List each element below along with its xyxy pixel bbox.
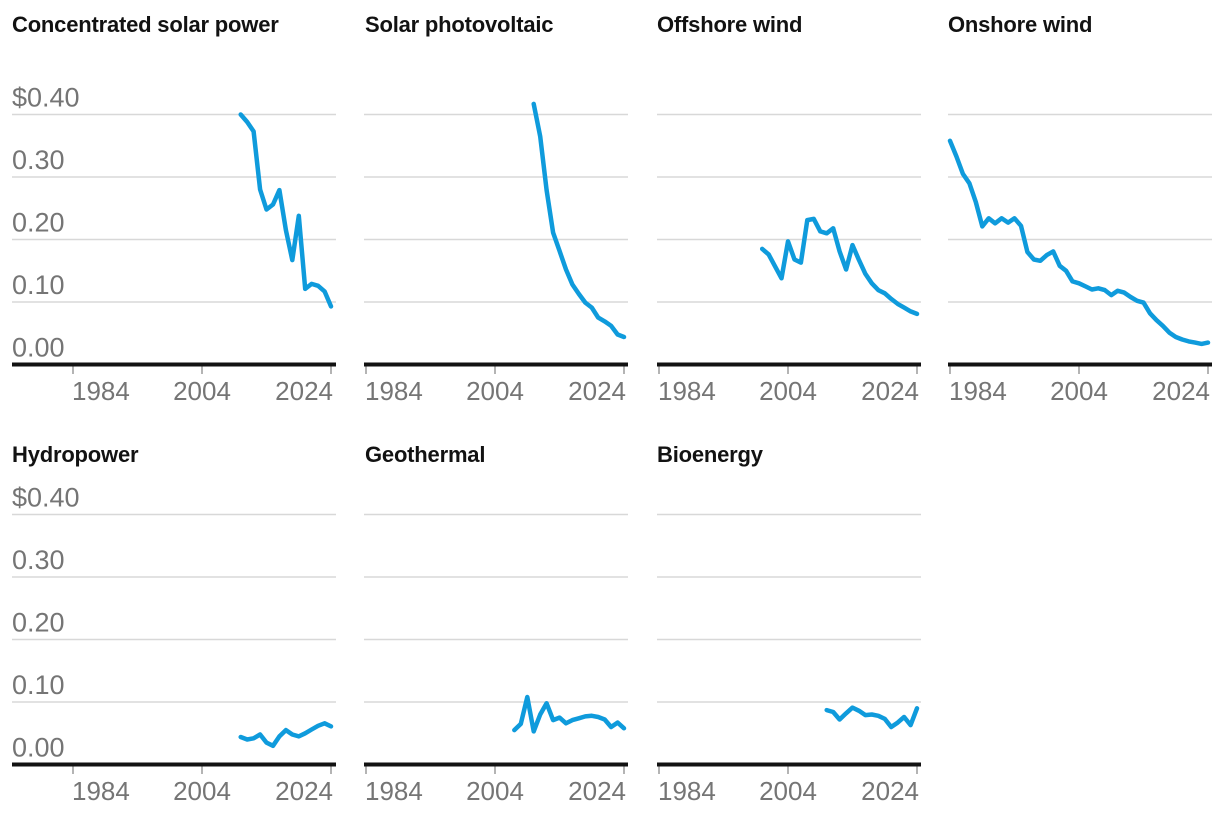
data-line — [512, 694, 627, 734]
chart-title: Geothermal — [365, 442, 486, 467]
chart-title: Hydropower — [12, 442, 139, 467]
data-line — [947, 138, 1211, 347]
x-axis-label: 2024 — [275, 776, 333, 806]
y-axis-label: 0.10 — [12, 270, 65, 300]
y-axis-label: $0.40 — [12, 483, 80, 513]
data-line — [824, 705, 920, 730]
x-axis-label: 1984 — [658, 776, 716, 806]
x-axis-label: 1984 — [949, 376, 1007, 406]
chart-panel-onshore-wind: Onshore wind 1984 2004 2024 — [947, 0, 1212, 412]
chart-title: Bioenergy — [657, 442, 763, 467]
y-axis-label: 0.20 — [12, 608, 65, 638]
chart-panel-hydropower: Hydropower $0.40 0.30 0.20 0.10 0.00 1984 2004… — [12, 400, 336, 822]
line-chart-onshore-wind: 1984 2004 2024 — [947, 113, 1212, 406]
x-axis-label: 2024 — [1152, 376, 1210, 406]
y-axis-label: 0.30 — [12, 145, 65, 175]
y-axis-label: 0.00 — [12, 733, 65, 763]
x-axis-label: 2004 — [1050, 376, 1108, 406]
chart-panel-offshore-wind: Offshore wind 1984 2004 2024 — [657, 0, 921, 412]
x-axis-label: 2024 — [861, 376, 919, 406]
chart-title: Onshore wind — [948, 12, 1093, 37]
x-axis-label: 1984 — [658, 376, 716, 406]
line-chart-solar-photovoltaic: 1984 2004 2024 — [364, 101, 628, 406]
chart-title: Offshore wind — [657, 12, 803, 37]
chart-panel-solar-photovoltaic: Solar photovoltaic 1984 2004 2024 — [364, 0, 628, 412]
x-axis-label: 1984 — [365, 776, 423, 806]
x-axis-label: 2004 — [173, 376, 231, 406]
y-axis-label: 0.20 — [12, 208, 65, 238]
chart-panel-bioenergy: Bioenergy 1984 2004 2024 — [657, 400, 921, 822]
chart-panel-geothermal: Geothermal 1984 2004 2024 — [364, 400, 628, 822]
x-axis-label: 2004 — [173, 776, 231, 806]
y-axis-label: 0.30 — [12, 545, 65, 575]
data-line — [759, 216, 920, 317]
chart-panel-concentrated-solar-power: Concentrated solar power $0.40 0.30 0.20 0.… — [12, 0, 336, 412]
x-axis-label: 2004 — [759, 776, 817, 806]
y-axis-label: 0.00 — [12, 333, 65, 363]
line-chart-bioenergy: 1984 2004 2024 — [657, 513, 921, 806]
chart-title: Solar photovoltaic — [365, 12, 554, 37]
x-axis-label: 2024 — [861, 776, 919, 806]
x-axis-label: 1984 — [72, 376, 130, 406]
chart-title: Concentrated solar power — [12, 12, 279, 37]
x-axis-label: 1984 — [72, 776, 130, 806]
x-axis-label: 2004 — [466, 776, 524, 806]
line-chart-offshore-wind: 1984 2004 2024 — [657, 113, 921, 406]
data-line — [238, 112, 334, 309]
x-axis-label: 2004 — [759, 376, 817, 406]
data-line — [238, 721, 334, 749]
x-axis-label: 2024 — [568, 376, 626, 406]
x-axis-label: 2024 — [275, 376, 333, 406]
x-axis-label: 2024 — [568, 776, 626, 806]
x-axis-label: 2004 — [466, 376, 524, 406]
y-axis-label: $0.40 — [12, 83, 80, 113]
line-chart-geothermal: 1984 2004 2024 — [364, 513, 628, 806]
data-line — [531, 101, 627, 340]
y-axis-label: 0.10 — [12, 670, 65, 700]
x-axis-label: 1984 — [365, 376, 423, 406]
